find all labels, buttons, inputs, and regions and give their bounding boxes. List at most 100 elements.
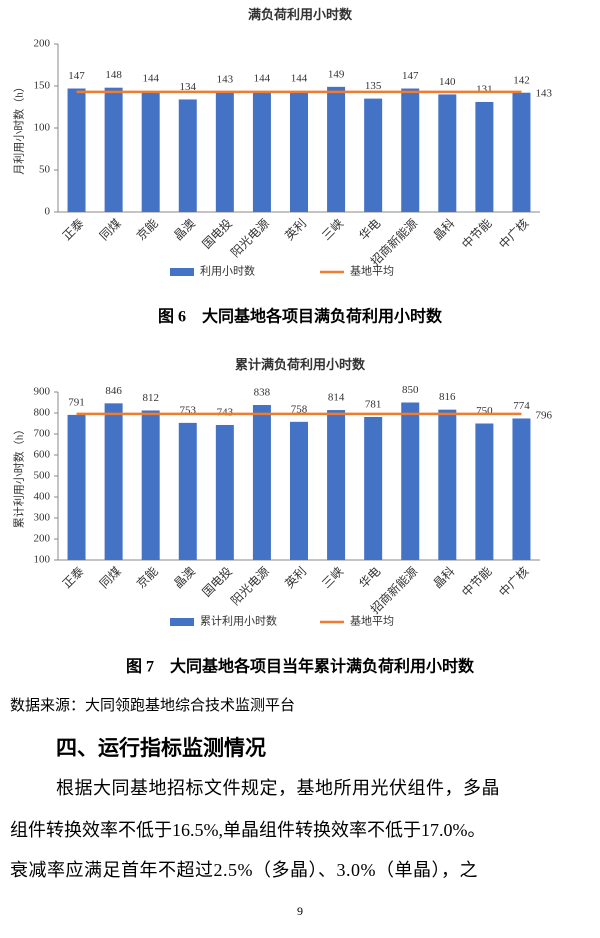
data-label: 144 bbox=[254, 73, 271, 85]
x-tick-label: 中广核 bbox=[495, 563, 531, 599]
data-label: 774 bbox=[513, 400, 530, 412]
y-tick-label: 500 bbox=[34, 470, 51, 482]
data-label: 134 bbox=[180, 81, 197, 93]
x-tick-label: 华电 bbox=[356, 564, 383, 591]
bar bbox=[178, 99, 197, 212]
x-tick-label: 中广核 bbox=[495, 215, 531, 251]
data-label: 814 bbox=[328, 392, 345, 404]
y-tick-label: 0 bbox=[45, 206, 51, 218]
y-tick-label: 900 bbox=[34, 386, 51, 398]
bar bbox=[67, 88, 86, 212]
bar bbox=[364, 416, 383, 560]
data-label: 791 bbox=[68, 396, 85, 408]
data-label: 143 bbox=[535, 87, 552, 99]
legend-label: 利用小时数 bbox=[200, 265, 255, 278]
paragraph-line: 根据大同基地招标文件规定，基地所用光伏组件，多晶 bbox=[56, 778, 500, 798]
data-label: 838 bbox=[254, 387, 271, 399]
paragraph-line: 衰减率应满足首年不超过2.5%（多晶）、3.0%（单晶），之 bbox=[10, 860, 478, 880]
x-tick-label: 京能 bbox=[134, 216, 161, 243]
y-tick-label: 800 bbox=[34, 407, 51, 419]
paragraph-line: 组件转换效率不低于16.5%,单晶组件转换效率不低于17.0%。 bbox=[10, 820, 486, 840]
data-label: 147 bbox=[68, 70, 85, 82]
legend-swatch bbox=[170, 268, 194, 276]
bar bbox=[327, 86, 346, 212]
y-tick-label: 150 bbox=[34, 80, 51, 92]
y-tick-label: 50 bbox=[39, 164, 51, 176]
y-tick-label: 300 bbox=[34, 512, 51, 524]
chart-title: 满负荷利用小时数 bbox=[248, 7, 353, 22]
data-label: 796 bbox=[535, 409, 552, 421]
x-tick-label: 国电投 bbox=[199, 215, 235, 251]
y-tick-label: 200 bbox=[34, 38, 51, 50]
x-tick-label: 正泰 bbox=[60, 216, 87, 243]
bar bbox=[512, 418, 531, 560]
data-label: 812 bbox=[142, 392, 159, 404]
y-tick-label: 200 bbox=[34, 533, 51, 545]
bar bbox=[104, 403, 123, 560]
data-label: 149 bbox=[328, 68, 345, 80]
page-number: 9 bbox=[297, 904, 303, 918]
data-label: 148 bbox=[105, 69, 122, 81]
bar bbox=[438, 409, 457, 560]
y-axis-label: 累计利用小时数（h） bbox=[13, 424, 26, 529]
bar bbox=[104, 87, 123, 212]
figure-caption: 图 6 大同基地各项目满负荷利用小时数 bbox=[158, 307, 443, 326]
x-tick-label: 三峡 bbox=[319, 216, 346, 243]
bar bbox=[252, 405, 271, 560]
bar bbox=[401, 402, 420, 560]
data-label: 147 bbox=[402, 70, 419, 82]
y-tick-label: 600 bbox=[34, 449, 51, 461]
x-tick-label: 阳光电源 bbox=[228, 216, 272, 260]
x-tick-label: 晶澳 bbox=[171, 216, 198, 243]
x-tick-label: 正泰 bbox=[60, 564, 87, 591]
bar bbox=[364, 98, 383, 212]
bar bbox=[141, 410, 160, 560]
data-label: 135 bbox=[365, 80, 382, 92]
data-label: 140 bbox=[439, 76, 456, 88]
bar bbox=[252, 91, 271, 212]
bar bbox=[475, 101, 494, 212]
x-tick-label: 英利 bbox=[282, 564, 309, 591]
data-label: 850 bbox=[402, 384, 419, 396]
bar bbox=[178, 422, 197, 560]
x-tick-label: 中节能 bbox=[458, 215, 494, 251]
y-tick-label: 700 bbox=[34, 428, 51, 440]
data-label: 131 bbox=[476, 83, 493, 95]
bar bbox=[475, 423, 494, 560]
bar bbox=[327, 410, 346, 560]
bar bbox=[290, 421, 308, 560]
data-label: 143 bbox=[217, 73, 234, 85]
x-tick-label: 京能 bbox=[134, 564, 161, 591]
x-tick-label: 晶科 bbox=[430, 216, 457, 243]
data-label: 758 bbox=[291, 403, 308, 415]
x-tick-label: 晶澳 bbox=[171, 564, 198, 591]
source-note: 数据来源：大同领跑基地综合技术监测平台 bbox=[10, 698, 296, 714]
bar bbox=[438, 94, 457, 212]
chart-title: 累计满负荷利用小时数 bbox=[235, 357, 366, 372]
x-tick-label: 晶科 bbox=[430, 564, 457, 591]
y-tick-label: 400 bbox=[34, 491, 51, 503]
bar bbox=[401, 88, 420, 212]
bar bbox=[215, 91, 234, 212]
section-title: 四、运行指标监测情况 bbox=[56, 736, 266, 760]
data-label: 743 bbox=[217, 407, 234, 419]
bar bbox=[215, 424, 234, 560]
data-label: 846 bbox=[105, 385, 122, 397]
data-label: 781 bbox=[365, 399, 382, 411]
y-axis-label: 月利用小时数（h） bbox=[13, 81, 26, 175]
bar bbox=[141, 91, 160, 212]
x-tick-label: 国电投 bbox=[199, 563, 235, 599]
figure-caption: 图 7 大同基地各项目当年累计满负荷利用小时数 bbox=[126, 657, 475, 676]
bar bbox=[67, 414, 86, 560]
data-label: 750 bbox=[476, 405, 493, 417]
x-tick-label: 同煤 bbox=[97, 216, 124, 243]
legend-label: 累计利用小时数 bbox=[200, 615, 277, 628]
legend-swatch bbox=[170, 618, 194, 626]
y-tick-label: 100 bbox=[34, 122, 51, 134]
bar bbox=[290, 91, 308, 212]
bar bbox=[512, 92, 531, 212]
x-tick-label: 中节能 bbox=[458, 563, 494, 599]
data-label: 144 bbox=[142, 73, 159, 85]
